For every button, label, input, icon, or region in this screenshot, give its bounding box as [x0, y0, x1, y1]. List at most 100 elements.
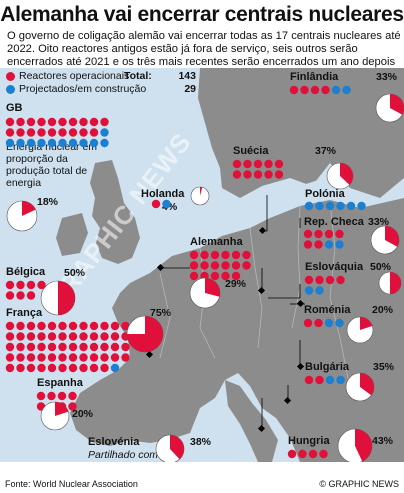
- operational-reactor-dot-franca: [79, 363, 88, 373]
- planned-reactor-dot-finlandia: [342, 85, 351, 95]
- operational-reactor-dot-gb: [89, 117, 99, 127]
- operational-reactor-dot-gb: [26, 117, 36, 127]
- share-pie-slice-rep-checa: [385, 226, 400, 247]
- operational-reactor-dot-suecia: [243, 159, 252, 169]
- operational-reactor-dot-franca: [26, 353, 36, 362]
- label-romania: Roménia: [304, 304, 351, 316]
- operational-reactor-dot-franca: [37, 342, 46, 352]
- label-spain: Espanha: [37, 377, 83, 389]
- operational-reactor-dot-gb: [16, 128, 25, 137]
- operational-reactor-dot-suecia: [274, 159, 284, 169]
- legend-operational-total: 143: [178, 70, 196, 82]
- pct-romania: 20%: [372, 304, 394, 316]
- operational-reactor-dot-espanha: [68, 402, 77, 411]
- operational-reactor-dot-franca: [16, 353, 25, 362]
- planned-reactor-dot-gb: [5, 138, 15, 148]
- legend-operational-label: Reactores operacionais: [19, 70, 130, 82]
- operational-reactor-dot-franca: [37, 363, 46, 373]
- operational-reactor-dot-rep-checa: [335, 229, 344, 239]
- operational-reactor-dot-suecia: [253, 170, 263, 179]
- operational-reactor-dot-belgica: [26, 291, 36, 300]
- land-ireland: [56, 213, 88, 256]
- source-note: Fonte: World Nuclear Association: [5, 479, 138, 489]
- operational-reactor-dot-franca: [110, 321, 120, 331]
- pct-czech: 33%: [368, 216, 390, 228]
- operational-reactor-dot-gb: [16, 117, 25, 127]
- operational-reactor-dot-suecia: [274, 170, 284, 179]
- legend-planned-label: Projectados/em construção: [19, 83, 147, 95]
- operational-reactor-dot-franca: [47, 363, 57, 373]
- operational-reactor-dot-franca: [89, 353, 99, 362]
- planned-reactor-dot-gb: [37, 138, 46, 148]
- operational-reactor-dot-alemanha: [221, 250, 230, 260]
- operational-reactor-dot-franca: [26, 342, 36, 352]
- operational-reactor-dot-franca: [58, 321, 67, 331]
- operational-reactor-dot-alemanha: [221, 261, 230, 270]
- operational-reactor-dot-rep-checa: [303, 240, 313, 249]
- operational-reactor-dot-espanha: [47, 391, 56, 401]
- operational-reactor-dot-franca: [68, 353, 78, 362]
- planned-reactor-dot-gb: [100, 138, 109, 148]
- operational-reactor-dot-alemanha: [231, 271, 241, 281]
- operational-reactor-dot-franca: [47, 332, 57, 341]
- pct-slovakia: 50%: [370, 261, 392, 273]
- operational-reactor-dot-franca: [100, 321, 109, 331]
- operational-reactor-dot-suecia: [232, 159, 242, 169]
- operational-reactor-dot-franca: [16, 321, 25, 331]
- planned-reactor-dot-romenia: [335, 318, 344, 328]
- operational-reactor-dot-hungria: [298, 449, 307, 459]
- page-title: Alemanha vai encerrar centrais nucleares: [0, 3, 404, 26]
- operational-reactor-dot-alemanha: [189, 250, 199, 260]
- operational-reactor-dot-eslovaquia: [315, 275, 324, 285]
- pct-hungary: 43%: [372, 435, 394, 447]
- share-pie-slice-belgica: [58, 281, 75, 315]
- operational-reactor-dot-alemanha: [231, 261, 241, 270]
- label-germany: Alemanha: [190, 236, 243, 248]
- share-pie-slice-alemanha: [205, 278, 221, 297]
- share-pie-slice-bulgaria: [360, 373, 374, 396]
- planned-reactor-dot-polonia: [346, 201, 356, 211]
- planned-reactor-dot-rep-checa: [324, 240, 334, 249]
- operational-reactor-dot-alemanha: [189, 261, 199, 270]
- share-pie-slice-holanda: [200, 187, 203, 196]
- pct-finland: 33%: [376, 71, 398, 83]
- europe-map: GRAPHIC NEWS: [0, 68, 404, 462]
- operational-reactor-dot-rep-checa: [303, 229, 313, 239]
- operational-reactor-dot-franca: [5, 353, 15, 362]
- operational-reactor-dot-franca: [58, 353, 67, 362]
- operational-reactor-dot-rep-checa: [314, 229, 323, 239]
- operational-reactor-dot-franca: [100, 363, 109, 373]
- operational-reactor-dot-suecia: [253, 159, 263, 169]
- pct-germany: 29%: [225, 278, 247, 290]
- planned-reactor-dot-bulgaria: [336, 375, 345, 385]
- operational-reactor-dot-franca: [110, 342, 120, 352]
- planned-reactor-dot-polonia: [304, 201, 314, 211]
- operational-reactor-dot-alemanha: [200, 261, 209, 270]
- share-pie-slice-romenia: [360, 317, 373, 330]
- operational-reactor-dot-rep-checa: [314, 240, 323, 249]
- planned-reactor-dot-finlandia: [331, 85, 341, 95]
- planned-reactor-dot-gb: [58, 138, 67, 148]
- land-great-britain: [90, 160, 140, 264]
- operational-reactor-dot-gb: [47, 128, 57, 137]
- operational-reactor-dot-hungria: [308, 449, 318, 459]
- operational-reactor-dot-franca: [26, 332, 36, 341]
- operational-reactor-dot-franca: [37, 353, 46, 362]
- operational-reactor-dot-franca: [68, 321, 78, 331]
- operational-reactor-dot-eslovaquia: [304, 275, 314, 285]
- operational-reactor-dot-franca: [58, 363, 67, 373]
- operational-reactor-dot-romenia: [303, 318, 313, 328]
- planned-reactor-dot-romenia: [324, 318, 334, 328]
- operational-reactor-dot-gb: [58, 117, 67, 127]
- slovenia-note: Partilhado com a Croácia: [88, 449, 167, 462]
- operational-reactor-dot-gb: [68, 117, 78, 127]
- operational-reactor-dot-alemanha: [200, 250, 209, 260]
- operational-reactor-dot-rep-checa: [324, 229, 334, 239]
- planned-reactor-dot-rep-checa: [335, 240, 344, 249]
- share-pie-slice-eslovaquia: [390, 272, 401, 294]
- sea-baltic: [268, 180, 330, 208]
- operational-reactor-dot-franca: [68, 342, 78, 352]
- operational-reactor-dot-alemanha: [242, 261, 251, 270]
- operational-reactor-dot-bulgaria: [315, 375, 324, 385]
- operational-reactor-dot-franca: [121, 353, 130, 362]
